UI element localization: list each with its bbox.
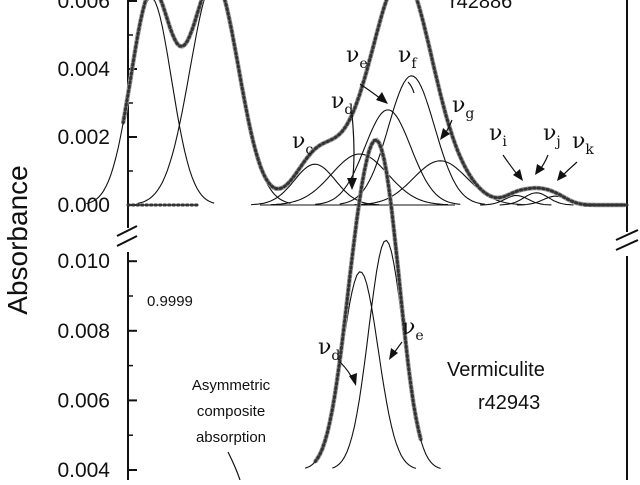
bottom-arrowheads — [349, 348, 398, 386]
bottom-component-curve — [332, 239, 441, 470]
bottom-y-ticks: 0.004 0.006 0.008 0.010 — [57, 250, 137, 482]
y-axis-label: Absorbance — [2, 165, 33, 314]
axis-break-mark-right-2 — [615, 239, 639, 251]
annotation-line-1: Asymmetric — [192, 377, 271, 394]
bottom-sample-label: r42943 — [478, 392, 540, 414]
arrowhead-nu-e-bottom — [389, 348, 398, 360]
peak-label-nu-j: νj — [543, 121, 561, 150]
peak-label-nu-c: νc — [292, 129, 313, 158]
arrowhead-nu-g — [440, 128, 450, 140]
top-arrowheads — [347, 92, 567, 190]
top-component-curve — [86, 0, 215, 205]
top-y-tick-label: 0.004 — [57, 58, 110, 81]
arrowhead-nu-k — [557, 170, 567, 181]
leader-line-nu-f — [407, 81, 415, 94]
arrowhead-nu-d — [347, 178, 357, 190]
top-component-curve — [315, 109, 461, 205]
top-y-tick-label: 0.000 — [57, 194, 110, 217]
axis-break-mark-right-1 — [615, 229, 639, 241]
bottom-y-tick-label: 0.010 — [57, 250, 110, 273]
bottom-y-tick-label: 0.008 — [57, 320, 110, 343]
top-component-curve — [480, 194, 552, 206]
top-y-tick-label: 0.002 — [57, 126, 110, 149]
peak-label-nu-e-bottom: νe — [402, 315, 424, 344]
top-peak-labels: νc νd νe νf νg νi νj νk — [292, 43, 594, 158]
bottom-y-tick-label: 0.004 — [57, 459, 110, 480]
peak-label-nu-e: νe — [346, 43, 368, 72]
bottom-measured-spectrum — [313, 138, 423, 464]
peak-label-nu-i: νi — [489, 121, 507, 150]
bottom-y-tick-label: 0.006 — [57, 389, 110, 412]
annotation-line-3: absorption — [196, 429, 266, 446]
arrowhead-nu-d-bottom — [349, 373, 357, 386]
top-component-curve — [137, 0, 291, 204]
peak-label-nu-g: νg — [452, 93, 474, 122]
peak-label-nu-k: νk — [572, 129, 594, 158]
axis-break-mark-left-2 — [116, 235, 138, 247]
axis-frame — [116, 0, 639, 480]
peak-label-nu-d-bottom: νd — [318, 335, 340, 364]
top-fitted-envelope — [120, 0, 626, 208]
fit-r2-value: 0.9999 — [147, 293, 193, 310]
arrowhead-nu-i — [513, 169, 523, 181]
top-sample-label: r42886 — [450, 0, 512, 13]
axis-break-mark-left-1 — [116, 225, 138, 237]
top-measured-spectrum — [121, 0, 627, 207]
bottom-peak-labels: νd νe — [318, 315, 424, 364]
top-component-curve — [270, 153, 449, 206]
peak-label-nu-d: νd — [331, 89, 353, 118]
top-y-ticks: 0.000 0.002 0.004 0.006 — [57, 0, 137, 217]
bottom-sample-name: Vermiculite — [447, 359, 545, 381]
peak-label-nu-f: νf — [398, 43, 418, 72]
top-component-curve — [339, 75, 485, 205]
annotation-leader-line — [227, 451, 241, 481]
arrowhead-nu-e — [376, 92, 388, 104]
top-panel-curves — [86, 0, 629, 208]
arrowhead-nu-j — [535, 164, 545, 175]
bottom-panel-curves — [305, 137, 441, 470]
composite-absorption-annotation: Asymmetric composite absorption — [192, 377, 271, 481]
top-component-curve — [499, 192, 574, 206]
annotation-line-2: composite — [197, 403, 265, 420]
leader-line-nu-d — [351, 114, 355, 186]
top-y-tick-label: 0.006 — [57, 0, 110, 13]
